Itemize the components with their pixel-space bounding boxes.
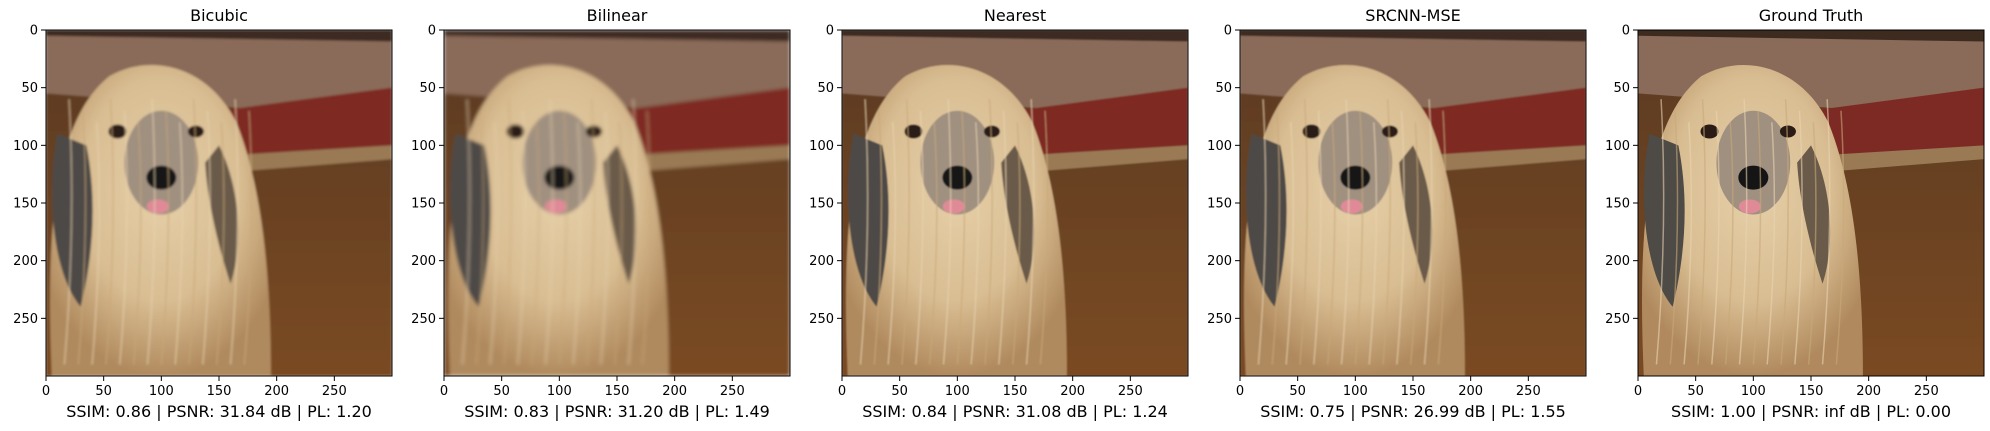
x-tick-label: 250 <box>1516 384 1541 399</box>
x-tick-label: 50 <box>891 384 908 399</box>
x-tick-label: 0 <box>1236 384 1244 399</box>
y-tick-label: 200 <box>1207 254 1232 269</box>
x-tick-label: 200 <box>1060 384 1085 399</box>
x-tick-label: 0 <box>838 384 846 399</box>
x-tick-label: 100 <box>547 384 572 399</box>
x-tick-label: 50 <box>493 384 510 399</box>
x-tick-label: 0 <box>42 384 50 399</box>
metrics-caption: SSIM: 0.83 | PSNR: 31.20 dB | PL: 1.49 <box>464 402 770 421</box>
x-tick-label: 250 <box>720 384 745 399</box>
panel-bilinear: Bilinear 0 50 100 150 200 250 0 50 100 150 200 250 SS… <box>398 0 791 431</box>
y-tick-label: 50 <box>817 81 834 96</box>
y-tick-label: 250 <box>411 312 436 327</box>
dog-image <box>444 30 790 376</box>
y-tick-label: 0 <box>1224 24 1232 39</box>
x-tick-label: 150 <box>1401 384 1426 399</box>
panel-title: Nearest <box>983 6 1047 25</box>
y-tick-label: 250 <box>809 312 834 327</box>
y-tick-label: 150 <box>1207 197 1232 212</box>
y-tick-label: 200 <box>1605 254 1630 269</box>
dog-image <box>1638 30 1984 376</box>
image-axes: 0 50 100 150 200 250 0 50 100 150 200 250 <box>809 24 1189 399</box>
x-tick-label: 0 <box>1634 384 1642 399</box>
x-tick-label: 100 <box>1343 384 1368 399</box>
image-axes: 0 50 100 150 200 250 0 50 100 150 200 250 <box>1207 24 1587 399</box>
panel-title: Bicubic <box>190 6 248 25</box>
x-tick-label: 200 <box>662 384 687 399</box>
dog-image <box>842 30 1188 376</box>
x-tick-label: 150 <box>1799 384 1824 399</box>
x-tick-label: 50 <box>95 384 112 399</box>
dog-image <box>46 30 392 376</box>
y-tick-label: 150 <box>1605 197 1630 212</box>
panel-title: SRCNN-MSE <box>1365 6 1461 25</box>
panel-srcnn-mse: SRCNN-MSE 0 50 100 150 200 250 0 50 100 150 200 250 S… <box>1194 0 1587 431</box>
x-tick-label: 200 <box>1856 384 1881 399</box>
panel-bicubic: Bicubic 0 50 100 150 200 250 0 50 100 150 200 250 SSI… <box>0 0 393 431</box>
x-tick-label: 100 <box>945 384 970 399</box>
y-tick-label: 50 <box>1215 81 1232 96</box>
y-tick-label: 100 <box>1605 139 1630 154</box>
y-tick-label: 0 <box>1622 24 1630 39</box>
x-tick-label: 200 <box>264 384 289 399</box>
y-tick-label: 100 <box>411 139 436 154</box>
y-tick-label: 100 <box>13 139 38 154</box>
y-tick-label: 100 <box>809 139 834 154</box>
dog-image <box>1240 30 1586 376</box>
y-tick-label: 150 <box>809 197 834 212</box>
panel-title: Bilinear <box>586 6 648 25</box>
y-tick-label: 250 <box>1207 312 1232 327</box>
x-tick-label: 50 <box>1289 384 1306 399</box>
panel-ground-truth: Ground Truth 0 50 100 150 200 250 0 50 100 150 200 2… <box>1592 0 1985 431</box>
x-tick-label: 100 <box>149 384 174 399</box>
y-tick-label: 200 <box>809 254 834 269</box>
x-tick-label: 250 <box>322 384 347 399</box>
y-tick-label: 150 <box>13 197 38 212</box>
x-tick-label: 250 <box>1118 384 1143 399</box>
y-tick-label: 50 <box>1613 81 1630 96</box>
x-tick-label: 250 <box>1914 384 1939 399</box>
y-tick-label: 0 <box>826 24 834 39</box>
metrics-caption: SSIM: 1.00 | PSNR: inf dB | PL: 0.00 <box>1670 402 1952 421</box>
y-tick-label: 50 <box>419 81 436 96</box>
x-tick-label: 200 <box>1458 384 1483 399</box>
y-tick-label: 250 <box>13 312 38 327</box>
metrics-caption: SSIM: 0.86 | PSNR: 31.84 dB | PL: 1.20 <box>66 402 372 421</box>
y-tick-label: 200 <box>13 254 38 269</box>
y-tick-label: 100 <box>1207 139 1232 154</box>
panel-title: Ground Truth <box>1758 6 1864 25</box>
x-tick-label: 0 <box>440 384 448 399</box>
x-tick-label: 100 <box>1741 384 1766 399</box>
x-tick-label: 150 <box>1003 384 1028 399</box>
image-axes: 0 50 100 150 200 250 0 50 100 150 200 250 <box>13 24 393 399</box>
x-tick-label: 50 <box>1687 384 1704 399</box>
y-tick-label: 150 <box>411 197 436 212</box>
x-tick-label: 150 <box>605 384 630 399</box>
y-tick-label: 0 <box>30 24 38 39</box>
x-tick-label: 150 <box>207 384 232 399</box>
panel-nearest: Nearest 0 50 100 150 200 250 0 50 100 150 200 250 SSI… <box>796 0 1189 431</box>
metrics-caption: SSIM: 0.84 | PSNR: 31.08 dB | PL: 1.24 <box>862 402 1168 421</box>
y-tick-label: 0 <box>428 24 436 39</box>
y-tick-label: 250 <box>1605 312 1630 327</box>
metrics-caption: SSIM: 0.75 | PSNR: 26.99 dB | PL: 1.55 <box>1260 402 1566 421</box>
image-axes: 0 50 100 150 200 250 0 50 100 150 200 250 <box>411 24 791 399</box>
y-tick-label: 200 <box>411 254 436 269</box>
image-axes: 0 50 100 150 200 250 0 50 100 150 200 250 <box>1605 24 1985 399</box>
y-tick-label: 50 <box>21 81 38 96</box>
